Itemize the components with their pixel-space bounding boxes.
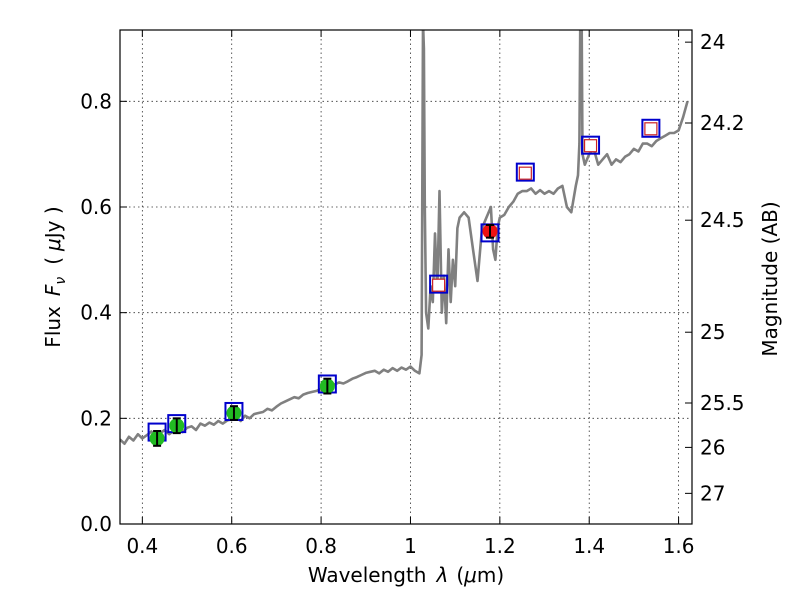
right-y-tick-label: 26 (700, 435, 725, 459)
plot-area (120, 30, 689, 447)
y-axis-ticks: 0.0 0.2 0.4 0.6 0.8 (80, 89, 127, 536)
right-y-axis-label: Magnitude (AB) (758, 201, 782, 356)
right-y-tick-label: 25.5 (700, 391, 745, 415)
x-tick-label: 1 (404, 534, 417, 558)
x-axis-label: Wavelength λ (μm) (308, 563, 504, 587)
model-box-marker (641, 118, 661, 138)
predicted-box-marker (583, 139, 598, 153)
right-y-tick-label: 25 (700, 320, 725, 344)
y-tick-label: 0.0 (80, 512, 112, 536)
data-markers (147, 118, 661, 447)
right-y-tick-label: 27 (700, 481, 725, 505)
x-tick-label: 1.4 (573, 534, 605, 558)
right-y-tick-label: 24 (700, 30, 725, 54)
y-tick-label: 0.4 (80, 301, 112, 325)
y-tick-label: 0.6 (80, 195, 112, 219)
right-y-tick-label: 24.2 (700, 111, 745, 135)
right-y-tick-label: 24.5 (700, 208, 745, 232)
predicted-box-marker (518, 166, 532, 180)
grid (120, 30, 692, 524)
x-tick-label: 0.6 (216, 534, 248, 558)
x-tick-label: 0.4 (126, 534, 158, 558)
y-axis-label: FluxFν(μJy ) (41, 206, 69, 347)
model-box-marker (515, 162, 535, 182)
x-axis-ticks: 0.4 0.6 0.8 1 1.2 1.4 1.6 (126, 30, 695, 558)
plot-frame (119, 29, 693, 525)
template-spectrum-line (120, 30, 689, 445)
model-box-marker (581, 135, 601, 155)
x-tick-label: 1.6 (663, 534, 695, 558)
y-tick-label: 0.8 (80, 89, 112, 113)
right-y-axis-ticks: 24 24.2 24.5 25 25.5 26 27 (685, 30, 745, 505)
y-tick-label: 0.2 (80, 406, 112, 430)
x-tick-label: 1.2 (484, 534, 516, 558)
x-tick-label: 0.8 (305, 534, 337, 558)
predicted-box-marker (432, 278, 446, 292)
model-box-marker (429, 274, 449, 294)
predicted-box-marker (644, 122, 658, 136)
